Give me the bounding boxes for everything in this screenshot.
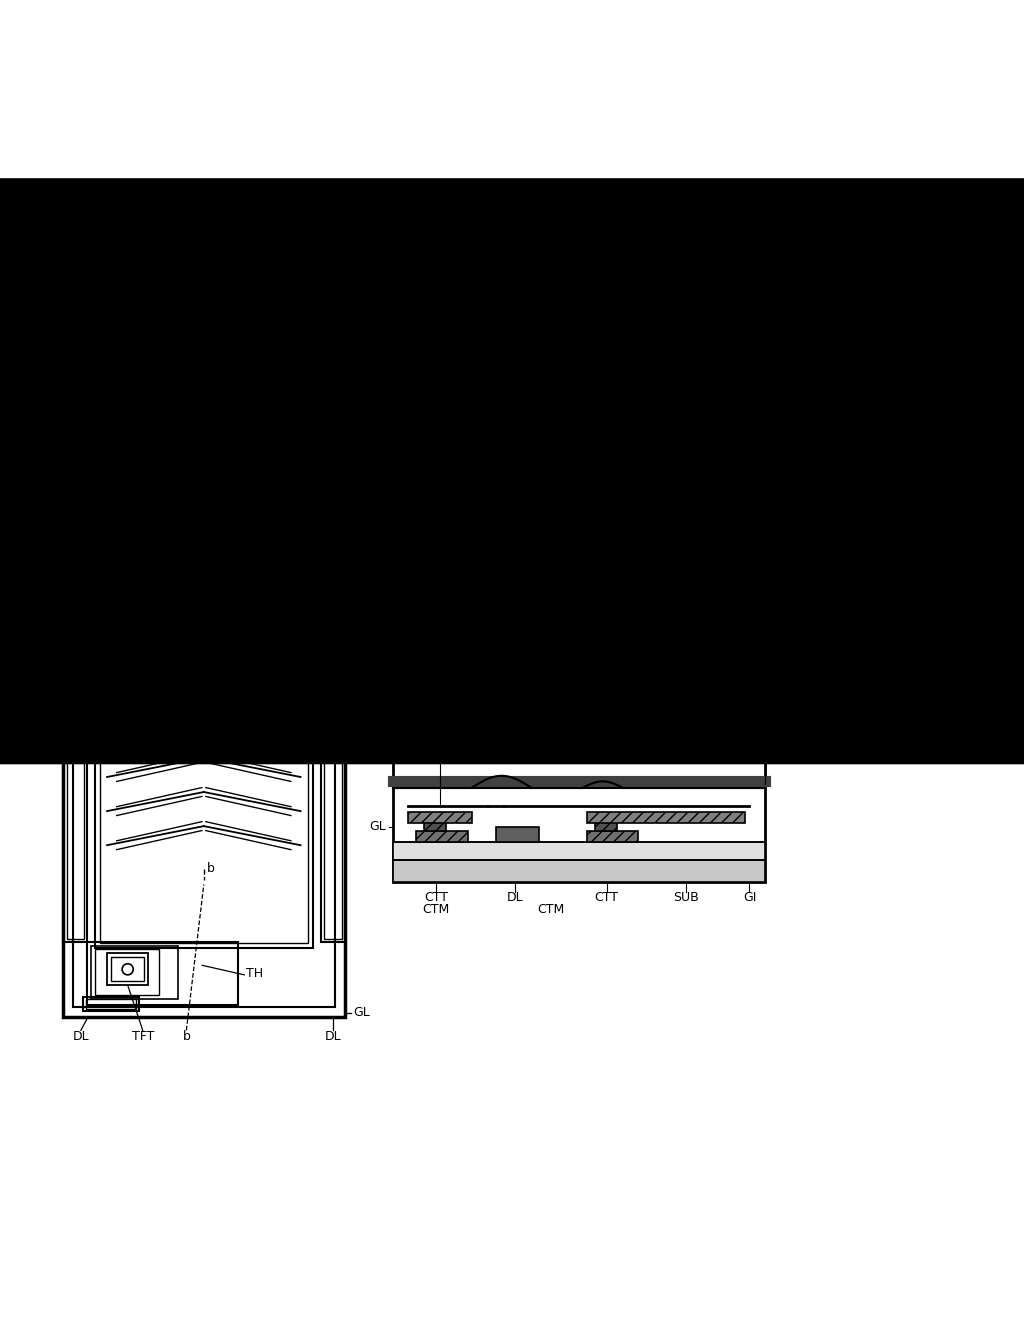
Text: FIG. 21D: FIG. 21D [495, 690, 632, 717]
Bar [91, 285, 178, 337]
Text: GL: GL [353, 1006, 370, 1019]
Bar [587, 812, 745, 824]
Text: R-3: R-3 [684, 457, 705, 470]
Bar [101, 293, 142, 319]
Bar [392, 842, 765, 859]
Text: TFT: TFT [131, 1030, 154, 1043]
Text: FIG. 21B: FIG. 21B [495, 238, 632, 265]
Bar [440, 590, 733, 605]
Text: CTT: CTT [595, 891, 618, 904]
Bar [496, 826, 540, 842]
Text: b: b [182, 1030, 190, 1043]
Text: DL: DL [73, 1030, 89, 1043]
Bar [574, 581, 726, 609]
Bar [91, 945, 178, 999]
Text: Sheet 21 of 26: Sheet 21 of 26 [332, 189, 445, 203]
Text: US 2012/0002152 A1: US 2012/0002152 A1 [473, 189, 637, 203]
Bar [635, 347, 656, 362]
Bar [595, 818, 617, 832]
Text: CTT: CTT [555, 424, 579, 437]
Bar [574, 562, 726, 605]
Bar [417, 362, 460, 374]
Text: CTM: CTM [538, 903, 565, 916]
Bar [392, 859, 765, 882]
Bar [392, 391, 765, 414]
Text: PAS: PAS [769, 284, 793, 296]
Bar [456, 576, 480, 590]
Bar [95, 345, 313, 948]
Text: Jan. 5, 2012: Jan. 5, 2012 [255, 189, 348, 203]
Text: R-2: R-2 [574, 457, 595, 470]
Text: CTM: CTM [561, 653, 589, 667]
Bar [87, 941, 238, 1005]
Bar [627, 362, 674, 374]
Text: d: d [15, 638, 24, 651]
Text: DL: DL [325, 1030, 341, 1043]
Bar [392, 727, 765, 882]
Text: SUB: SUB [662, 653, 687, 667]
Bar [436, 553, 737, 562]
Bar [108, 953, 148, 985]
Bar [325, 348, 342, 939]
Text: GL: GL [429, 424, 446, 437]
Bar [392, 494, 765, 644]
Text: SUB: SUB [673, 891, 698, 904]
Text: PAS: PAS [769, 496, 793, 510]
Bar [424, 818, 446, 832]
Text: CTT: CTT [424, 891, 449, 904]
Text: c: c [207, 503, 214, 516]
Bar [63, 347, 87, 941]
Text: CTT: CTT [353, 383, 377, 396]
Bar [73, 281, 336, 1007]
Bar [392, 322, 765, 347]
Bar [95, 949, 159, 995]
Bar [392, 284, 765, 414]
Text: CTM: CTM [353, 396, 380, 409]
Text: GI: GI [735, 424, 749, 437]
Text: b: b [207, 862, 215, 875]
Bar [409, 812, 472, 824]
Text: Patent Application Publication: Patent Application Publication [19, 189, 259, 203]
Text: d: d [108, 647, 116, 660]
Bar [100, 350, 308, 942]
Bar [86, 999, 136, 1008]
Bar [63, 272, 345, 1016]
Bar [111, 957, 144, 981]
Bar [87, 281, 210, 345]
Text: TH: TH [246, 966, 263, 979]
Text: c: c [207, 731, 214, 744]
Text: FIG. 21C: FIG. 21C [496, 453, 631, 479]
Bar [417, 832, 468, 842]
Bar [322, 347, 345, 941]
Bar [500, 347, 522, 362]
Bar [417, 576, 440, 590]
Bar [392, 374, 765, 391]
Bar [83, 997, 139, 1011]
Text: SUB: SUB [662, 424, 687, 437]
Text: R-1: R-1 [454, 457, 474, 470]
Bar [95, 289, 159, 330]
Text: PX: PX [432, 711, 449, 725]
Text: PX: PX [353, 371, 369, 383]
Text: DL: DL [507, 891, 524, 904]
Text: CTT: CTT [432, 653, 456, 667]
Text: GI: GI [742, 891, 756, 904]
Text: PAS: PAS [769, 730, 793, 743]
Bar [392, 605, 765, 622]
Text: PX: PX [540, 451, 555, 465]
Bar [392, 622, 765, 644]
Text: GL: GL [370, 820, 386, 833]
Bar [483, 338, 733, 346]
Bar [483, 362, 544, 374]
Text: SD: SD [503, 424, 520, 437]
Text: CTM: CTM [423, 903, 450, 916]
Bar [67, 348, 84, 939]
Text: GI: GI [735, 653, 749, 667]
Text: FIG. 21A: FIG. 21A [115, 238, 250, 265]
Text: PX: PX [567, 285, 583, 298]
Bar [587, 832, 638, 842]
